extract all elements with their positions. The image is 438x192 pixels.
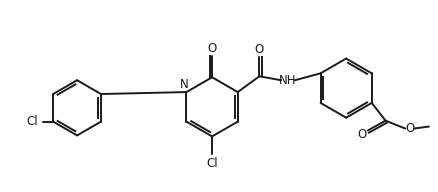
Text: NH: NH — [279, 74, 297, 87]
Text: O: O — [357, 128, 367, 141]
Text: N: N — [180, 78, 189, 91]
Text: O: O — [406, 122, 415, 135]
Text: O: O — [208, 42, 217, 55]
Text: Cl: Cl — [27, 115, 38, 128]
Text: Cl: Cl — [206, 156, 218, 170]
Text: O: O — [255, 43, 264, 56]
